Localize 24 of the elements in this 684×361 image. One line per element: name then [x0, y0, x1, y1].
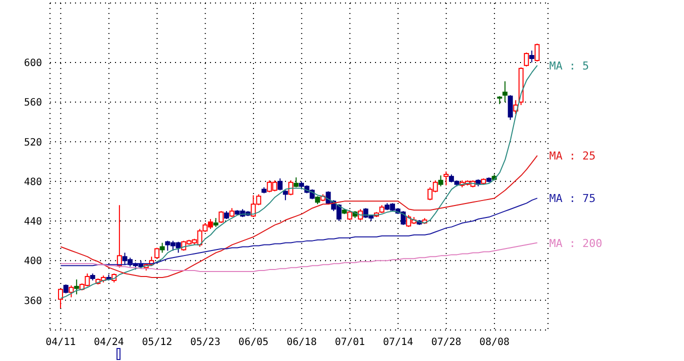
x-tick-label: 06/18 — [286, 337, 317, 348]
y-tick-label: 560 — [24, 98, 42, 109]
x-tick-label: 07/01 — [334, 337, 365, 348]
series-label: MA : 25 — [549, 150, 596, 163]
x-tick-label: 08/08 — [479, 337, 510, 348]
line-series — [60, 155, 538, 278]
y-tick-label: 600 — [24, 58, 42, 70]
candlestick — [502, 80, 508, 103]
y-tick-label: 440 — [24, 216, 42, 228]
series-label: MA : 5 — [549, 59, 590, 72]
x-tick-label: 05/23 — [190, 337, 220, 348]
series-label: MA : 75 — [549, 192, 596, 206]
x-tick-label: 07/28 — [431, 337, 462, 348]
line-series — [60, 242, 538, 272]
y-tick-label: 480 — [24, 176, 42, 188]
y-tick-label: 520 — [24, 137, 42, 148]
x-tick-label: 04/24 — [94, 337, 124, 348]
series-label: MA : 200 — [549, 236, 602, 250]
x-tick-label: 05/12 — [142, 337, 172, 348]
x-tick-label: 06/05 — [238, 337, 269, 348]
x-tick-label: 07/14 — [383, 337, 414, 348]
y-tick-label: 400 — [24, 256, 42, 268]
x-tick-label: 04/11 — [46, 337, 76, 348]
y-tick-label: 360 — [24, 296, 42, 307]
